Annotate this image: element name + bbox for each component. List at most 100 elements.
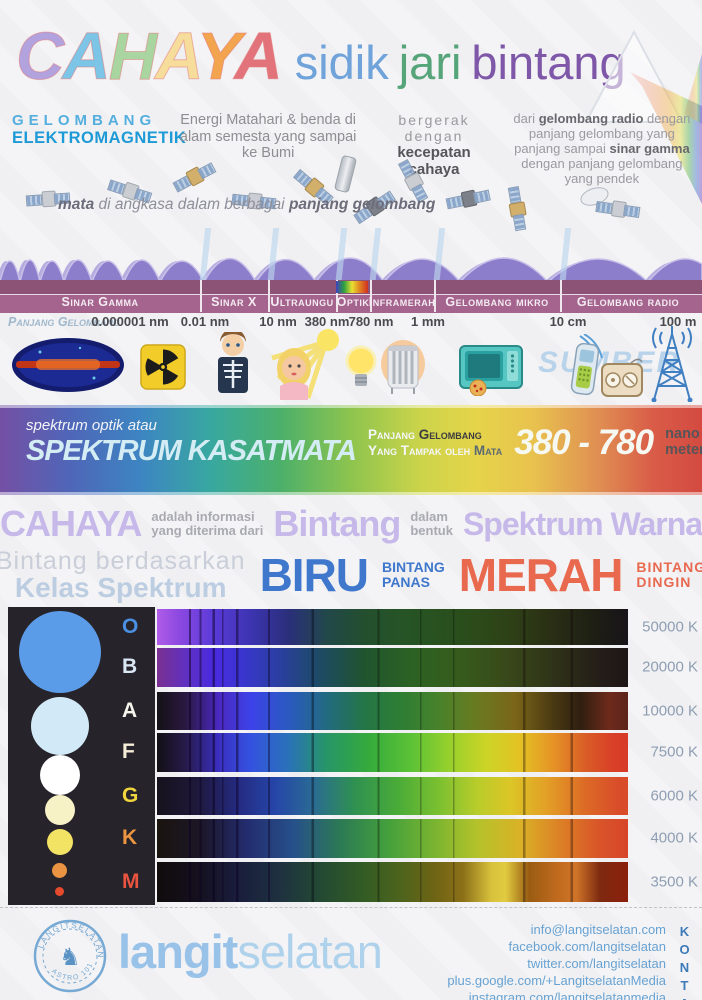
class-letter-k: K <box>122 826 138 849</box>
gamma-sky-map-icon <box>12 338 124 392</box>
wavelength-value: 1 mm <box>411 314 445 329</box>
title-letter: A <box>155 19 199 95</box>
footer: LANGITSELATAN ASTRO 101 ♞ langitselatan … <box>0 908 702 1000</box>
caption-text: di angkasa dalam berbagai <box>94 196 289 213</box>
info-small-text: dalam bentuk <box>410 509 453 538</box>
info-small-text: adalah informasi yang diterima dari <box>151 509 264 538</box>
class-letter-m: M <box>122 870 140 893</box>
spectrum-bar-a <box>157 692 628 730</box>
xray-kid-icon <box>218 332 248 393</box>
spectral-classes-section: O B A F G K M 50000 K 20000 K 10000 K 75… <box>0 605 702 908</box>
band-divider <box>560 280 562 312</box>
band-divider <box>370 280 372 312</box>
spectrum-bar-b <box>157 648 628 687</box>
kasatmata-word: Gelombang <box>418 426 482 442</box>
intro-range-bold: sinar gamma <box>609 140 690 156</box>
band-label-ultraungu: Ultraungu <box>270 295 334 309</box>
wavelength-value: 10 nm <box>259 314 297 329</box>
contact-twitter: twitter.com/langitselatan <box>527 955 666 971</box>
intro-bergerak: bergerak dengan <box>398 112 470 145</box>
radio-tower-icon <box>651 326 693 402</box>
band-divider <box>268 280 270 312</box>
star-circle-a <box>31 697 89 755</box>
band-label-sinar-x: Sinar X <box>211 295 257 309</box>
wavelength-row: Panjang Gelombang 0.000001 nm 0.01 nm 10… <box>0 313 702 331</box>
intro-range-part: dengan panjang gelombang yang panjang sa… <box>514 111 691 156</box>
satellite-icon <box>445 186 492 212</box>
intro-range-part: dengan panjang gelombang yang pendek <box>521 155 683 186</box>
svg-text:♞: ♞ <box>59 943 81 971</box>
wavelength-unit: nano meter <box>665 427 702 458</box>
title-letter: H <box>108 19 157 95</box>
class-letter-f: F <box>122 740 135 763</box>
wavelength-value: 100 m <box>659 314 697 329</box>
caption-bold: panjang gelombang <box>288 196 436 213</box>
band-divider <box>336 280 338 312</box>
optical-rainbow-chip <box>336 281 368 293</box>
band-label-gelombang-mikro: Gelombang mikro <box>445 295 549 309</box>
class-letter-b: B <box>122 655 138 678</box>
radio-icon <box>601 358 643 397</box>
unit-word: meter <box>665 441 702 458</box>
class-letter-a: A <box>122 699 138 722</box>
temp-label-o: 50000 K <box>642 618 698 636</box>
merah-word: MERAH <box>458 549 624 601</box>
temp-label-a: 10000 K <box>642 702 698 720</box>
info-row-2: Bintang berdasarkan Kelas Spektrum BIRU … <box>0 548 702 602</box>
heater-icon <box>381 340 425 394</box>
intro-label-elektromagnetik: ELEKTROMAGNETIK <box>12 129 187 148</box>
intro-kecepatan: kecepatan cahaya <box>397 144 471 179</box>
band-label-sinar-gamma: Sinar Gamma <box>61 295 139 309</box>
band-label-optik: Optik <box>336 295 370 309</box>
star-circle-dot <box>55 887 64 896</box>
wavelength-value: 380 nm <box>304 314 350 329</box>
contact-facebook: facebook.com/langitselatan <box>508 938 666 954</box>
spectrum-bar-o <box>157 609 628 645</box>
kelas-spektrum-block: Bintang berdasarkan Kelas Spektrum <box>0 546 246 603</box>
brand-light: selatan <box>237 925 383 978</box>
contact-list: info@langitselatan.com facebook.com/lang… <box>447 922 666 1000</box>
class-letter-g: G <box>122 784 139 807</box>
cell-phone-icon <box>570 334 603 396</box>
intro-row: GELOMBANG ELEKTROMAGNETIK Energi Matahar… <box>12 111 698 187</box>
langitselatan-wordmark: langitselatan <box>118 924 383 979</box>
prism-icon <box>584 29 702 204</box>
kasatmata-word: Yang Tampak oleh <box>367 442 471 458</box>
intro-range-text: dari gelombang radio dengan panjang gelo… <box>506 111 698 187</box>
wavelength-axis-label: Panjang Gelombang <box>8 315 121 329</box>
kasatmata-word: Mata <box>473 442 503 458</box>
band-divider <box>434 280 436 312</box>
lightbulb-icon <box>345 345 377 386</box>
caption-bold: mata <box>58 196 95 213</box>
intro-kecepatan-text: bergerak dengan kecepatan cahaya <box>372 112 496 187</box>
page-title: CAHAYA sidik jari bintang <box>15 18 636 95</box>
wavelength-waves <box>0 228 702 282</box>
subtitle-word: bintang <box>471 36 626 89</box>
intro-range-bold: gelombang radio <box>538 111 644 126</box>
kasatmata-subtitle: Panjang Gelombang Yang Tampak oleh Mata <box>368 427 502 458</box>
intro-label-gelombang: GELOMBANG <box>12 112 157 129</box>
title-letter: C <box>15 19 64 95</box>
wavelength-value: 0.01 nm <box>180 314 230 329</box>
star-circle-f <box>40 755 80 795</box>
intro-gelombang-elektromagnetik: GELOMBANG ELEKTROMAGNETIK <box>12 112 187 187</box>
temp-label-m: 3500 K <box>650 873 698 891</box>
star-circle-ob <box>19 611 101 693</box>
wavelength-range: 380 - 780 <box>514 422 654 462</box>
spectrum-bar-g <box>157 777 628 815</box>
title-letter: A <box>234 19 283 95</box>
temp-label-k: 4000 K <box>650 829 698 847</box>
uv-sun-woman-icon <box>271 329 339 400</box>
kasatmata-pretitle: spektrum optik atau <box>26 417 157 434</box>
subtitle-word: sidik <box>294 36 389 89</box>
temp-label-g: 6000 K <box>650 787 698 805</box>
contact-googleplus: plus.google.com/+LangitselatanMedia <box>447 972 666 988</box>
bintang-dingin-label: BINTANG DINGIN <box>636 558 702 590</box>
temp-label-b: 20000 K <box>642 658 698 676</box>
wavelength-value: 780 nm <box>348 314 394 329</box>
spektrum-warna-word: Spektrum Warna <box>462 505 702 542</box>
microwave-icon <box>459 345 523 396</box>
bintang-word: Bintang <box>273 503 401 544</box>
band-label-gelombang-radio: Gelombang radio <box>576 295 680 309</box>
